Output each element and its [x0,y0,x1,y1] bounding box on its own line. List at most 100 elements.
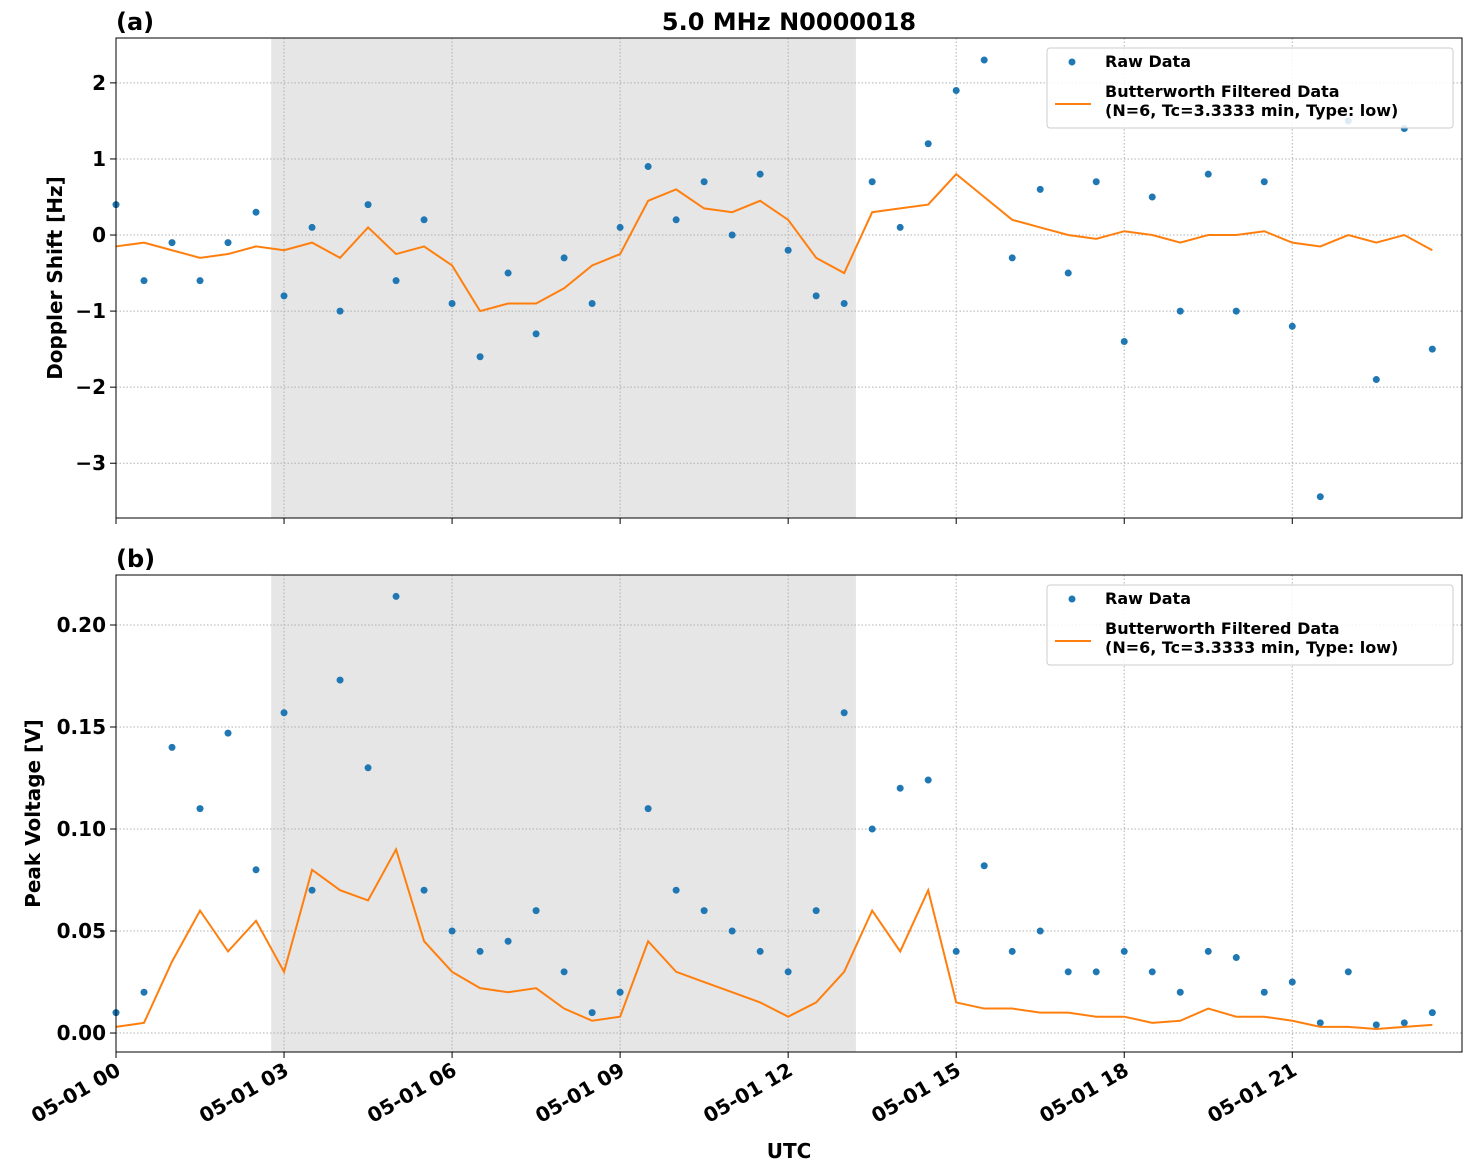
y-tick-label: −2 [75,375,106,399]
raw-point [728,231,736,239]
raw-point [140,988,148,996]
raw-point [504,269,512,277]
raw-point [168,239,176,247]
raw-point [644,805,652,813]
raw-point [1092,178,1100,186]
raw-point [672,216,680,224]
filtered-line [115,172,1433,313]
raw-point [1064,269,1072,277]
raw-point [1288,322,1296,330]
raw-point [504,937,512,945]
raw-point [1232,307,1240,315]
filtered-line [115,846,1433,1030]
raw-point [1120,947,1128,955]
raw-point [812,907,820,915]
y-tick-label: 0.10 [57,817,106,841]
x-tick-label: 05-01 03 [195,1058,293,1128]
raw-point [1120,338,1128,346]
raw-point [476,353,484,361]
raw-point [1036,185,1044,193]
raw-point [1428,1009,1436,1017]
raw-point [784,246,792,254]
raw-point [308,886,316,894]
raw-point [1064,968,1072,976]
raw-point [588,1009,596,1017]
raw-point [672,886,680,894]
raw-point [980,862,988,870]
raw-point [840,709,848,717]
raw-point [1036,927,1044,935]
raw-point [532,907,540,915]
panel-label: (a) [116,8,154,36]
raw-point [700,178,708,186]
legend-marker [1068,595,1076,603]
x-tick-label: 05-01 00 [27,1058,125,1128]
y-axis-label: Doppler Shift [Hz] [43,176,67,380]
raw-point [280,292,288,300]
y-tick-label: 0.15 [57,715,106,739]
raw-point [252,208,260,216]
raw-point [1372,1021,1380,1029]
axes-frame [115,37,1463,519]
raw-point [392,592,400,600]
raw-point [756,170,764,178]
raw-point [448,927,456,935]
panel-label: (b) [116,545,155,573]
raw-point [896,784,904,792]
raw-point [812,292,820,300]
raw-point [784,968,792,976]
y-tick-label: −3 [75,451,106,475]
y-axis-label: Peak Voltage [V] [21,719,45,908]
raw-point [868,178,876,186]
raw-point [896,223,904,231]
raw-point [140,277,148,285]
raw-point [308,223,316,231]
raw-point [532,330,540,338]
raw-point [952,86,960,94]
raw-point [336,307,344,315]
raw-point [1148,968,1156,976]
y-tick-label: 1 [92,147,106,171]
raw-point [1428,345,1436,353]
x-tick-label: 05-01 12 [699,1058,797,1128]
raw-point [840,299,848,307]
raw-point [1288,978,1296,986]
raw-point [980,56,988,64]
x-tick-label: 05-01 15 [867,1058,965,1128]
axes-frame [115,574,1463,1053]
raw-point [1176,307,1184,315]
x-tick-label: 05-01 21 [1203,1058,1301,1128]
raw-point [392,277,400,285]
raw-point [420,886,428,894]
raw-point [280,709,288,717]
raw-point [1372,376,1380,384]
raw-point [924,140,932,148]
raw-point [924,776,932,784]
raw-point [1204,947,1212,955]
raw-point [224,239,232,247]
raw-point [560,968,568,976]
x-tick-label: 05-01 18 [1035,1058,1133,1128]
legend-label: Raw Data [1105,589,1191,608]
y-tick-label: 0.05 [57,919,106,943]
y-tick-label: 0.20 [57,613,106,637]
raw-point [560,254,568,262]
raw-point [364,764,372,772]
raw-point [168,743,176,751]
raw-point [1232,954,1240,962]
x-axis-label: UTC [767,1139,812,1163]
legend-label: Butterworth Filtered Data (N=6, Tc=3.333… [1105,82,1399,120]
x-tick-label: 05-01 09 [531,1058,629,1128]
raw-point [1008,254,1016,262]
raw-point [1316,1019,1324,1027]
raw-point [1148,193,1156,201]
raw-point [616,988,624,996]
raw-point [196,805,204,813]
raw-point [196,277,204,285]
legend-label: Butterworth Filtered Data (N=6, Tc=3.333… [1105,619,1399,657]
raw-point [644,163,652,171]
raw-point [588,299,596,307]
raw-point [952,947,960,955]
